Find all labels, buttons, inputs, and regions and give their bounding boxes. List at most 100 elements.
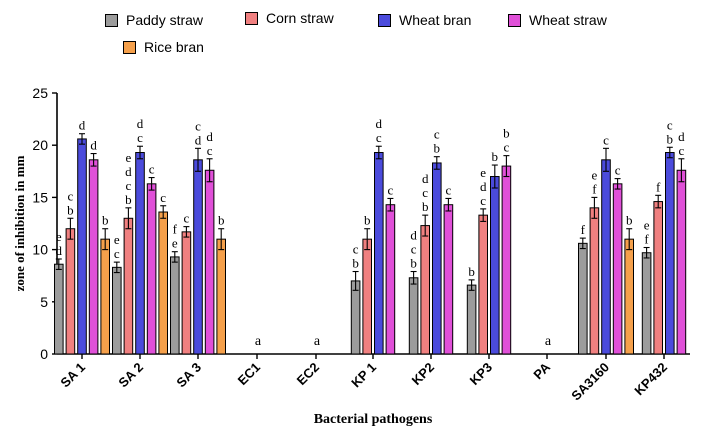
significance-letter-paddy-straw-sa-3: f (173, 222, 178, 237)
legend-item-wheat-bran: Wheat bran (378, 12, 471, 28)
legend-label-wheat-bran: Wheat bran (399, 12, 472, 28)
significance-letter-wheat-bran-kp2: b (434, 141, 441, 156)
bar-wheat-straw-kp3 (501, 165, 512, 355)
y-axis-label: zone of inhibition in mm (12, 155, 27, 291)
significance-letter-wheat-bran-sa-3: c (195, 118, 201, 133)
x-tick-label-ec1: EC1 (235, 360, 263, 388)
significance-letter-wheat-bran-kp-1: c (376, 130, 382, 145)
significance-letter-corn-straw-kp3: e (480, 165, 486, 180)
significance-letter-corn-straw-sa-1: c (68, 188, 74, 203)
significance-letter-wheat-straw-kp2: c (446, 182, 452, 197)
x-tick-label-sa-1: SA 1 (57, 360, 88, 391)
y-tick-label: 5 (40, 294, 48, 310)
significance-letter-pa: a (545, 334, 552, 349)
bar-wheat-bran-kp-1 (374, 152, 384, 355)
significance-letter-paddy-straw-kp432: e (644, 218, 650, 233)
x-tick-label-kp432: KP432 (631, 360, 670, 399)
significance-letter-wheat-straw-kp432: c (679, 143, 685, 158)
significance-letter-corn-straw-kp2: d (422, 171, 429, 186)
significance-letter-wheat-straw-sa-3: d (206, 129, 213, 144)
bar-wheat-bran-kp432 (665, 152, 675, 355)
x-tick-label-sa-2: SA 2 (115, 360, 146, 391)
significance-letter-wheat-bran-sa-2: d (137, 116, 144, 131)
legend-item-wheat-straw: Wheat straw (508, 12, 607, 28)
bar-wheat-bran-sa-2 (135, 152, 145, 355)
significance-letter-paddy-straw-sa-1: e (56, 229, 62, 244)
significance-letter-wheat-bran-kp2: c (434, 127, 440, 142)
significance-letter-paddy-straw-sa-3: e (172, 236, 178, 251)
significance-letter-paddy-straw-kp432: f (644, 232, 649, 247)
y-tick-label: 0 (40, 346, 48, 362)
bar-corn-straw-sa3160 (589, 207, 600, 355)
significance-letter-wheat-straw-kp3: b (503, 126, 510, 141)
bar-paddy-straw-kp-1 (350, 280, 361, 355)
bar-corn-straw-kp3 (478, 214, 488, 355)
bar-paddy-straw-sa3160 (578, 242, 588, 355)
significance-letter-corn-straw-sa3160: e (592, 167, 598, 182)
legend-swatch-corn-straw (245, 11, 258, 25)
significance-letter-corn-straw-sa-1: b (67, 202, 74, 217)
significance-letter-corn-straw-sa-2: e (126, 150, 132, 165)
significance-letter-paddy-straw-kp3: b (468, 264, 475, 279)
x-tick-label-kp-1: KP 1 (348, 360, 379, 391)
bar-paddy-straw-kp432 (641, 252, 652, 355)
significance-letter-wheat-straw-sa-1: d (90, 138, 97, 153)
significance-letter-wheat-bran-sa3160: c (603, 132, 609, 147)
bar-rice-bran-sa-1 (100, 238, 111, 355)
bar-wheat-straw-sa-2 (146, 183, 157, 355)
significance-letter-wheat-straw-sa-2: c (149, 162, 155, 177)
bar-rice-bran-sa3160 (624, 238, 635, 355)
legend-swatch-paddy-straw (105, 13, 118, 27)
significance-letter-wheat-bran-sa-3: d (195, 132, 202, 147)
x-axis-label: Bacterial pathogens (314, 412, 433, 427)
significance-letter-ec1: a (255, 334, 262, 349)
bar-rice-bran-sa-2 (158, 211, 168, 355)
x-tick-label-kp3: KP3 (467, 360, 495, 388)
significance-letter-wheat-bran-kp432: c (667, 117, 673, 132)
bar-wheat-straw-kp2 (443, 204, 454, 355)
significance-letter-corn-straw-sa-3: c (184, 211, 190, 226)
significance-letter-corn-straw-kp-1: b (364, 213, 371, 228)
significance-letter-paddy-straw-kp-1: b (352, 256, 359, 271)
x-tick-label-sa3160: SA3160 (568, 360, 612, 404)
significance-letter-corn-straw-kp2: c (422, 185, 428, 200)
significance-letter-wheat-straw-kp432: d (678, 129, 685, 144)
y-tick-label: 10 (32, 242, 48, 258)
bar-rice-bran-sa-3 (216, 238, 226, 355)
significance-letter-rice-bran-sa-3: b (218, 213, 225, 228)
legend-label-paddy-straw: Paddy straw (126, 12, 204, 28)
legend-swatch-wheat-straw (508, 13, 521, 27)
legend-item-paddy-straw: Paddy straw (105, 12, 203, 28)
significance-letter-corn-straw-sa-2: b (125, 192, 132, 207)
significance-letter-paddy-straw-sa3160: f (581, 222, 586, 237)
significance-letter-wheat-straw-sa-3: c (207, 143, 213, 158)
bar-wheat-bran-sa-1 (77, 138, 87, 355)
bar-paddy-straw-kp2 (408, 277, 419, 355)
bar-wheat-straw-sa-3 (204, 169, 215, 355)
bar-wheat-straw-sa-1 (88, 159, 99, 355)
significance-letter-wheat-straw-sa3160: c (615, 163, 621, 178)
bar-wheat-bran-kp2 (432, 162, 442, 355)
significance-letter-wheat-bran-kp432: b (667, 131, 674, 146)
significance-letter-wheat-bran-sa-1: d (79, 118, 86, 133)
bar-paddy-straw-sa-1 (54, 263, 64, 355)
significance-letter-corn-straw-sa-2: c (126, 178, 132, 193)
significance-letter-paddy-straw-kp2: c (411, 242, 417, 257)
bar-paddy-straw-sa-3 (170, 256, 180, 355)
y-tick-label: 15 (32, 189, 48, 205)
significance-letter-wheat-bran-kp-1: d (376, 116, 383, 131)
bar-corn-straw-kp432 (653, 201, 664, 355)
x-tick-label-ec2: EC2 (294, 360, 322, 388)
significance-letter-ec2: a (314, 334, 321, 349)
significance-letter-paddy-straw-sa-1: d (56, 243, 63, 258)
significance-letter-wheat-bran-sa-2: c (137, 130, 143, 145)
significance-letter-rice-bran-sa3160: b (626, 213, 633, 228)
legend-swatch-rice-bran (123, 40, 136, 54)
significance-letter-corn-straw-kp432: f (656, 179, 661, 194)
significance-letter-wheat-straw-kp3: c (504, 140, 510, 155)
legend-swatch-wheat-bran (378, 13, 391, 27)
x-tick-label-sa-3: SA 3 (173, 360, 204, 391)
significance-letter-rice-bran-sa-2: c (160, 190, 166, 205)
bar-corn-straw-sa-3 (181, 231, 192, 355)
